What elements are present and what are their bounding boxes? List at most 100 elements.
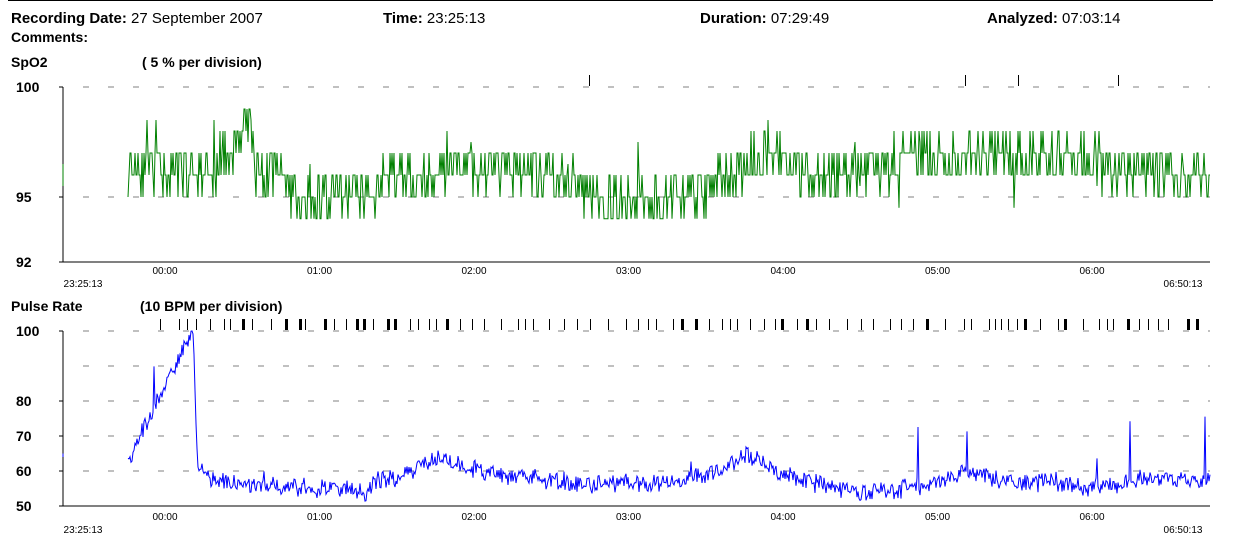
pulse-event-marker	[1148, 319, 1149, 330]
pulse-event-marker	[410, 319, 411, 330]
spo2-xtick-label: 06:00	[1079, 266, 1104, 277]
pulse-event-marker	[1107, 319, 1108, 330]
spo2-x-start-label: 23:25:13	[64, 279, 103, 290]
duration: Duration: 07:29:49	[700, 10, 829, 27]
pulse-event-marker	[285, 319, 288, 330]
pulse-event-marker	[210, 319, 211, 330]
analyzed-value: 07:03:14	[1062, 10, 1121, 27]
spo2-x-end-label: 06:50:13	[1164, 279, 1203, 290]
pulse-event-marker	[945, 319, 946, 330]
pulse-event-marker	[242, 319, 245, 330]
pulse-event-marker	[446, 319, 449, 330]
spo2-event-marker	[965, 75, 966, 86]
pulse-event-marker	[608, 319, 609, 330]
recording-date: Recording Date: 27 September 2007	[11, 10, 263, 27]
pulse-event-marker	[525, 319, 526, 330]
pulse-xtick-label: 00:00	[152, 512, 177, 523]
pulse-event-marker	[230, 319, 231, 330]
pulse-event-marker	[638, 319, 639, 330]
pulse-event-marker	[722, 319, 723, 330]
pulse-x-end-label: 06:50:13	[1164, 525, 1203, 536]
pulse-event-marker	[1001, 319, 1002, 330]
pulse-event-marker	[695, 319, 698, 330]
spo2-ytick-label: 95	[16, 189, 32, 205]
pulse-event-marker	[196, 319, 197, 330]
pulse-xtick-label: 01:00	[307, 512, 332, 523]
pulse-event-marker	[518, 319, 519, 330]
pulse-xtick-label: 05:00	[925, 512, 950, 523]
spo2-ytick-label: 100	[16, 79, 40, 95]
pulse-event-marker	[484, 319, 485, 330]
pulse-event-marker	[373, 319, 374, 330]
pulse-xtick-label: 06:00	[1079, 512, 1104, 523]
pulse-event-marker	[709, 319, 710, 330]
pulse-event-marker	[730, 319, 731, 330]
pulse-event-marker	[797, 319, 798, 330]
pulse-xtick-label: 04:00	[770, 512, 795, 523]
pulse-event-marker	[363, 319, 366, 330]
analyzed-label: Analyzed:	[987, 10, 1058, 27]
pulse-event-marker	[394, 319, 397, 330]
spo2-xtick-label: 03:00	[616, 266, 641, 277]
pulse-ytick-label: 70	[16, 428, 32, 444]
pulse-event-marker	[387, 319, 390, 330]
pulse-x-start-label: 23:25:13	[64, 525, 103, 536]
pulse-ytick-label: 60	[16, 463, 32, 479]
pulse-ytick-label: 50	[16, 498, 32, 514]
pulse-series-line	[62, 330, 1211, 502]
start-time-label: Time:	[383, 10, 423, 27]
pulse-event-marker	[305, 319, 306, 330]
pulse-event-marker	[590, 319, 591, 330]
pulse-event-marker	[1127, 319, 1130, 330]
pulse-event-marker	[1158, 319, 1159, 330]
pulse-event-marker	[1024, 319, 1027, 330]
pulse-event-marker	[673, 319, 674, 330]
pulse-event-marker	[626, 319, 627, 330]
pulse-event-marker	[1040, 319, 1041, 330]
pulse-event-marker	[472, 319, 473, 330]
comments-label: Comments:	[11, 29, 89, 45]
pulse-event-marker	[418, 319, 419, 330]
start-time: Time: 23:25:13	[383, 10, 485, 27]
pulse-event-marker	[299, 319, 302, 330]
spo2-event-marker	[1118, 75, 1119, 86]
pulse-event-marker	[656, 319, 657, 330]
pulse-event-marker	[764, 319, 765, 330]
header-divider	[8, 0, 1213, 1]
spo2-xtick-label: 04:00	[770, 266, 795, 277]
pulse-event-marker	[648, 319, 649, 330]
spo2-ytick-label: 92	[16, 254, 32, 270]
pulse-event-marker	[1099, 319, 1100, 330]
pulse-event-marker	[346, 319, 347, 330]
pulse-ytick-label: 80	[16, 393, 32, 409]
pulse-event-marker	[356, 319, 359, 330]
pulse-event-marker	[873, 319, 874, 330]
pulse-event-marker	[964, 319, 965, 330]
spo2-event-marker	[1018, 75, 1019, 86]
pulse-event-marker	[564, 319, 565, 330]
spo2-subtitle: ( 5 % per division)	[142, 54, 262, 70]
pulse-event-marker	[890, 319, 891, 330]
pulse-event-marker	[1083, 319, 1084, 330]
pulse-event-marker	[816, 319, 817, 330]
pulse-event-marker	[429, 319, 430, 330]
pulse-event-marker	[989, 319, 990, 330]
pulse-event-marker	[324, 319, 327, 330]
pulse-event-marker	[1017, 319, 1018, 330]
pulse-event-marker	[577, 319, 578, 330]
pulse-event-marker	[1187, 319, 1190, 330]
pulse-event-marker	[224, 319, 225, 330]
spo2-xtick-label: 05:00	[925, 266, 950, 277]
pulse-event-marker	[1168, 319, 1169, 330]
pulse-event-marker	[829, 319, 830, 330]
pulse-event-marker	[533, 319, 534, 330]
pulse-event-marker	[750, 319, 751, 330]
pulse-event-marker	[160, 319, 161, 330]
pulse-event-marker	[737, 319, 738, 330]
pulse-event-marker	[781, 319, 784, 330]
pulse-event-marker	[775, 319, 776, 330]
pulse-xtick-label: 02:00	[461, 512, 486, 523]
pulse-xtick-label: 03:00	[616, 512, 641, 523]
pulse-event-marker	[861, 319, 862, 330]
pulse-event-marker	[1064, 319, 1067, 330]
